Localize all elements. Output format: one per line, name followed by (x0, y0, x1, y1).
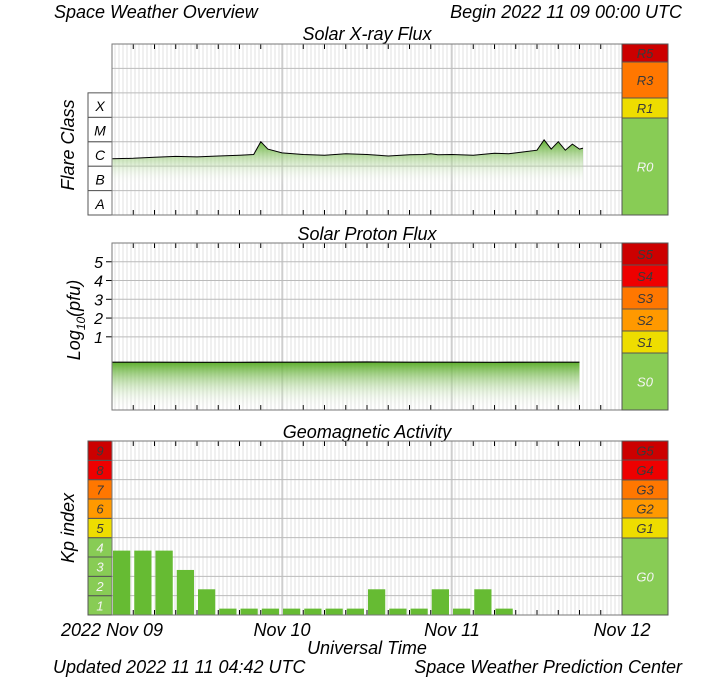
kp-bar (368, 589, 386, 615)
kp-level-axis: 1 2 3 4 5 6 7 8 9 (87, 440, 113, 616)
scale-label-g3: G3 (636, 483, 654, 498)
scale-label-s1: S1 (637, 335, 653, 350)
x-tick-label-1: Nov 10 (253, 620, 310, 640)
xray-flux-line (111, 138, 584, 160)
radiation-storm-scale: S5 S4 S3 S2 S1 S0 (621, 242, 669, 411)
scale-label-s0: S0 (637, 375, 654, 390)
scale-label-g1: G1 (636, 521, 653, 536)
xray-flux-fill (112, 139, 583, 185)
geomagnetic-storm-scale: G5 G4 G3 G2 G1 G0 (621, 440, 669, 616)
scale-label-s3: S3 (637, 291, 654, 306)
scale-label-r1: R1 (637, 101, 654, 116)
kp-level-label-1: 1 (96, 598, 103, 613)
begin-time: Begin 2022 11 09 00:00 UTC (450, 2, 682, 22)
kp-level-label-9: 9 (96, 444, 103, 459)
flare-class-label-x: X (94, 98, 105, 114)
kp-bar (155, 550, 173, 615)
scale-label-g5: G5 (636, 444, 654, 459)
radio-blackout-scale: R5 R3 R1 R0 (621, 43, 669, 216)
xray-chart-title: Solar X-ray Flux (302, 24, 432, 44)
proton-ytick-label: 4 (94, 274, 103, 291)
kp-bar (198, 589, 216, 615)
scale-label-g0: G0 (636, 570, 654, 585)
kp-chart-title: Geomagnetic Activity (283, 422, 452, 442)
flare-class-box (87, 165, 113, 192)
xray-ylabel: Flare Class (58, 99, 78, 190)
kp-bars (113, 550, 513, 615)
kp-bar (240, 608, 258, 615)
scale-label-s4: S4 (637, 269, 653, 284)
kp-level-label-5: 5 (96, 521, 104, 536)
scale-label-r5: R5 (637, 46, 654, 61)
kp-bar (261, 608, 279, 615)
kp-bar (410, 608, 428, 615)
scale-block-r0 (621, 117, 669, 216)
kp-level-label-3: 3 (96, 560, 104, 575)
proton-ytick-label: 3 (94, 292, 103, 309)
kp-level-label-8: 8 (96, 463, 104, 478)
kp-bar (495, 608, 513, 615)
x-tick-label-2: Nov 11 (424, 620, 480, 640)
scale-label-r3: R3 (637, 73, 654, 88)
kp-bar (134, 550, 152, 615)
kp-bar (346, 608, 364, 615)
proton-ytick-label: 2 (93, 311, 103, 328)
kp-bar (389, 608, 407, 615)
kp-bar (474, 589, 492, 615)
proton-ytick-label: 5 (94, 255, 103, 272)
scale-block-r3 (621, 61, 669, 99)
flare-class-label-c: C (95, 147, 106, 163)
kp-bar (431, 589, 449, 615)
flare-class-label-m: M (94, 123, 106, 139)
overview-title: Space Weather Overview (54, 2, 258, 22)
kp-level-label-4: 4 (96, 540, 103, 555)
kp-bar (113, 550, 131, 615)
kp-level-label-7: 7 (96, 482, 104, 497)
flare-class-label-a: A (94, 196, 104, 212)
kp-bar (176, 569, 194, 615)
scale-label-s5: S5 (637, 247, 654, 262)
scale-label-r0: R0 (637, 160, 654, 175)
flare-class-box (87, 190, 113, 216)
x-axis-title: Universal Time (307, 638, 427, 658)
center-name: Space Weather Prediction Center (414, 657, 682, 677)
kp-ticks (111, 441, 623, 615)
proton-ytick-label: 1 (94, 330, 103, 347)
proton-ylabel: Log10(pfu) (64, 280, 88, 360)
scale-label-g4: G4 (636, 463, 653, 478)
x-tick-label-0: 2022 Nov 09 (60, 620, 163, 640)
kp-bar (304, 608, 322, 615)
kp-bar (283, 608, 301, 615)
proton-chart-title: Solar Proton Flux (297, 224, 437, 244)
flare-class-box (87, 116, 113, 143)
kp-bar (219, 608, 237, 615)
xray-dots (114, 44, 620, 215)
x-tick-label-3: Nov 12 (593, 620, 650, 640)
updated-time: Updated 2022 11 11 04:42 UTC (53, 657, 306, 677)
xray-ticks (111, 44, 623, 215)
kp-bar (453, 608, 471, 615)
kp-bar (325, 608, 343, 615)
kp-ylabel: Kp index (58, 492, 78, 563)
scale-block-g0 (621, 537, 669, 616)
scale-label-g2: G2 (636, 502, 654, 517)
kp-level-label-6: 6 (96, 502, 104, 517)
scale-block-s0 (621, 352, 669, 411)
scale-label-s2: S2 (637, 313, 654, 328)
proton-flux-fill (112, 362, 580, 410)
kp-level-label-2: 2 (95, 579, 104, 594)
flare-class-label-b: B (95, 171, 104, 187)
